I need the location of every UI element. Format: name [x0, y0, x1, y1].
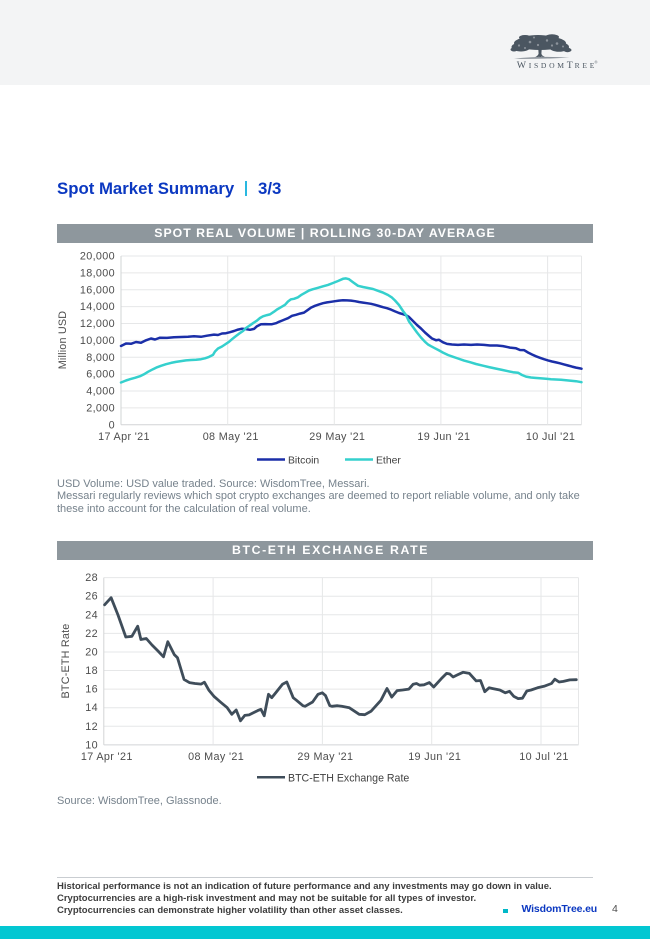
svg-text:29 May '21: 29 May '21: [309, 431, 365, 443]
svg-text:28: 28: [85, 572, 98, 584]
svg-text:16: 16: [85, 684, 98, 696]
svg-text:26: 26: [85, 591, 98, 603]
svg-text:Million USD: Million USD: [57, 311, 69, 370]
svg-text:0: 0: [109, 419, 115, 431]
svg-text:20,000: 20,000: [80, 251, 115, 263]
svg-text:29 May '21: 29 May '21: [297, 751, 353, 763]
svg-text:6,000: 6,000: [86, 369, 115, 381]
svg-text:BTC-ETH Rate: BTC-ETH Rate: [60, 624, 72, 699]
svg-text:2,000: 2,000: [86, 402, 115, 414]
svg-text:®: ®: [594, 60, 598, 65]
svg-text:4,000: 4,000: [86, 386, 115, 398]
svg-text:8,000: 8,000: [86, 352, 115, 364]
svg-text:08 May '21: 08 May '21: [203, 431, 259, 443]
svg-text:12,000: 12,000: [80, 318, 115, 330]
svg-text:10: 10: [85, 739, 98, 751]
svg-text:12: 12: [85, 721, 98, 733]
svg-text:10 Jul '21: 10 Jul '21: [519, 751, 568, 763]
svg-text:17 Apr '21: 17 Apr '21: [98, 431, 150, 443]
svg-text:16,000: 16,000: [80, 284, 115, 296]
svg-text:18,000: 18,000: [80, 267, 115, 279]
svg-text:WISDOMTREE: WISDOMTREE: [517, 60, 597, 71]
svg-text:BTC-ETH Exchange Rate: BTC-ETH Exchange Rate: [288, 772, 409, 784]
svg-text:22: 22: [85, 628, 98, 640]
svg-text:17 Apr '21: 17 Apr '21: [81, 751, 133, 763]
svg-text:19 Jun '21: 19 Jun '21: [408, 751, 461, 763]
svg-text:19 Jun '21: 19 Jun '21: [417, 431, 470, 443]
svg-text:10,000: 10,000: [80, 335, 115, 347]
svg-text:24: 24: [85, 609, 98, 621]
svg-text:18: 18: [85, 665, 98, 677]
svg-text:20: 20: [85, 647, 98, 659]
svg-text:08 May '21: 08 May '21: [188, 751, 244, 763]
svg-text:10 Jul '21: 10 Jul '21: [526, 431, 575, 443]
svg-text:14,000: 14,000: [80, 301, 115, 313]
svg-text:Bitcoin: Bitcoin: [288, 456, 319, 467]
svg-text:Ether: Ether: [376, 456, 401, 467]
svg-text:14: 14: [85, 702, 98, 714]
